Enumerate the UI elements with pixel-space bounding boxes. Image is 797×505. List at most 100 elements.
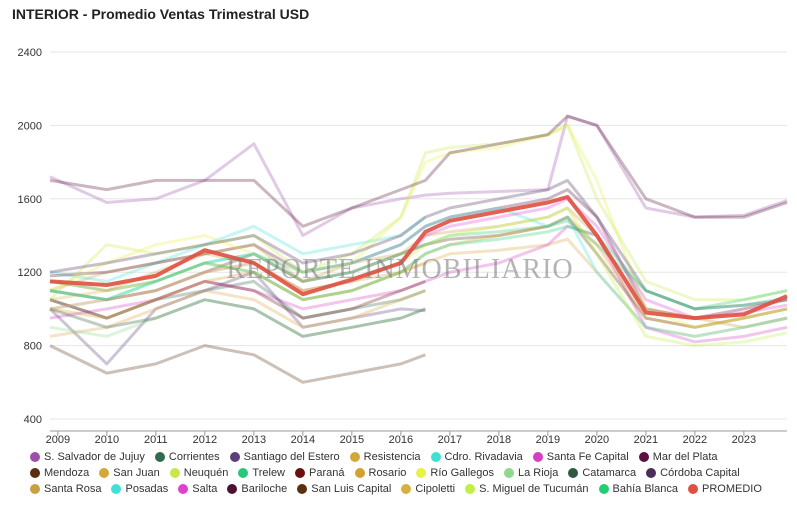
legend-label: Corrientes [168,451,220,463]
legend-marker [30,484,40,494]
legend-marker [297,484,308,494]
legend-marker [295,468,306,478]
x-tick-label: 2023 [732,434,756,446]
legend-marker [465,484,476,494]
legend-marker [532,452,543,462]
y-tick-label: 800 [24,341,42,353]
legend-marker [598,484,609,494]
series-line [49,197,788,320]
series-line [49,195,788,321]
legend-label: S. Miguel de Tucumán [479,483,589,495]
legend-label: Córdoba Capital [660,467,740,479]
watermark: REPORTE INMOBILIARIO [226,254,573,285]
legend-item[interactable]: S. Salvador de Jujuy [30,449,145,465]
legend-label: Santa Rosa [44,483,102,495]
legend-label: Cdro. Rivadavia [444,451,523,463]
legend-label: Mar del Plata [652,451,718,463]
x-tick-label: 2020 [585,434,609,446]
legend-marker [568,468,579,478]
x-tick-label: 2009 [46,434,70,446]
x-tick-label: 2019 [536,434,560,446]
legend-item[interactable]: Resistencia [349,449,421,465]
legend-label: La Rioja [518,467,559,479]
legend-item[interactable]: San Luis Capital [297,481,391,497]
legend-marker [229,452,240,462]
legend-item[interactable]: Catamarca [568,465,636,481]
legend-item[interactable]: Neuquén [169,465,228,481]
x-tick-label: 2018 [487,434,511,446]
legend-marker [154,452,165,462]
legend-label: Cipoletti [415,483,456,495]
legend-label: Mendoza [44,467,90,479]
series-line [48,270,426,366]
series-line [49,215,788,329]
y-tick-label: 1600 [18,194,42,206]
series-line [49,219,788,311]
legend-label: Resistencia [363,451,421,463]
legend-item[interactable]: Córdoba Capital [646,465,740,481]
legend-item[interactable]: San Juan [99,465,160,481]
legend-item[interactable]: Rosario [354,465,407,481]
y-tick-label: 2400 [18,47,42,59]
series-line [49,114,788,228]
x-tick-label: 2021 [634,434,658,446]
series-line [49,279,426,320]
series-line [49,289,426,338]
legend-marker [30,452,40,462]
series-line [48,123,788,302]
series-line [49,279,426,320]
legend-item[interactable]: Bariloche [227,481,287,497]
y-tick-label: 1200 [18,267,42,279]
legend-marker [687,484,698,494]
legend-label: S. Salvador de Jujuy [44,451,145,463]
x-tick-label: 2016 [389,434,413,446]
series-line [49,298,426,338]
legend-label: Paraná [309,467,345,479]
legend-label: Bariloche [241,483,288,495]
legend-label: Río Gallegos [430,467,494,479]
legend-item[interactable]: S. Miguel de Tucumán [465,481,589,497]
legend-item[interactable]: Posadas [111,481,168,497]
legend-item[interactable]: Corrientes [154,449,220,465]
legend-label: Rosario [368,467,407,479]
legend-marker [227,484,238,494]
legend-item[interactable]: Bahía Blanca [598,481,678,497]
legend-item[interactable]: Cdro. Rivadavia [430,449,523,465]
series-line [49,206,788,338]
legend-item[interactable]: Paraná [295,465,345,481]
legend-label: Trelew [252,467,286,479]
series-line [49,114,788,237]
legend-item[interactable]: La Rioja [504,465,558,481]
legend-item[interactable]: Río Gallegos [416,465,494,481]
x-tick-label: 2014 [291,434,315,446]
series-line [49,178,788,311]
legend-item[interactable]: Mendoza [30,465,89,481]
legend-label: Santa Fe Capital [546,451,629,463]
legend-item[interactable]: Santa Fe Capital [532,449,629,465]
legend-item[interactable]: PROMEDIO [687,481,762,497]
legend-label: San Luis Capital [311,483,392,495]
legend-item[interactable]: Salta [178,481,217,497]
legend-item[interactable]: Santiago del Estero [229,449,340,465]
series-line [49,261,426,302]
legend-item[interactable]: Santa Rosa [30,481,101,497]
legend-marker [178,484,189,494]
series-line [49,215,788,329]
legend-marker [238,468,249,478]
legend-marker [169,468,180,478]
legend: S. Salvador de Jujuy Corrientes Santiago d… [30,449,790,497]
series-line [49,298,426,338]
x-tick-label: 2013 [242,434,266,446]
legend-marker [638,452,649,462]
x-tick-label: 2017 [438,434,462,446]
legend-marker [430,452,441,462]
series-line [49,344,426,384]
y-tick-label: 2000 [18,120,42,132]
legend-item[interactable]: Trelew [238,465,285,481]
x-tick-label: 2011 [144,434,168,446]
legend-item[interactable]: Cipoletti [401,481,455,497]
x-tick-label: 2012 [193,434,217,446]
legend-label: San Juan [113,467,160,479]
legend-item[interactable]: Mar del Plata [638,449,718,465]
